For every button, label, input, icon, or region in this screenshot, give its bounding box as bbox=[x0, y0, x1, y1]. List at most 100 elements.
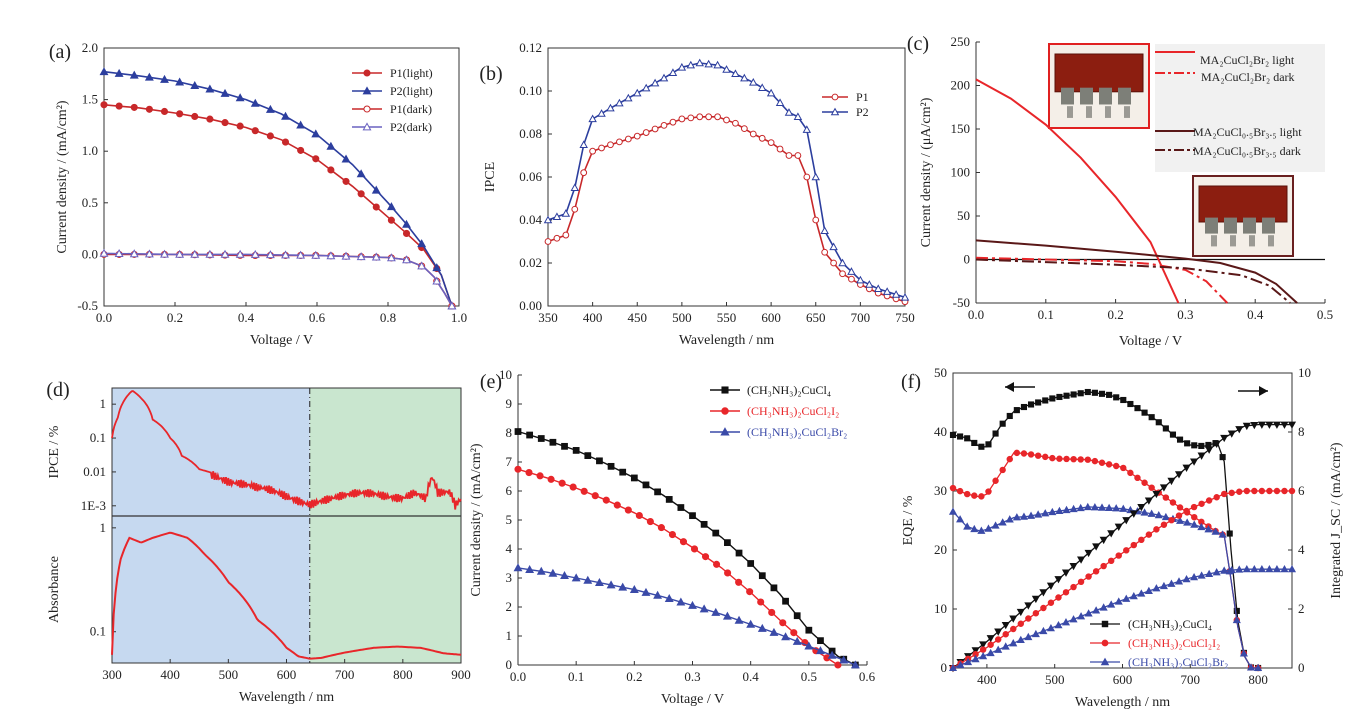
data-point bbox=[371, 252, 381, 261]
data-point bbox=[1280, 564, 1289, 573]
data-point bbox=[1122, 594, 1131, 602]
data-point bbox=[865, 280, 874, 288]
data-point bbox=[1198, 442, 1205, 450]
series-line bbox=[975, 256, 1229, 304]
data-point bbox=[1070, 583, 1077, 591]
data-point bbox=[1069, 504, 1078, 513]
data-point bbox=[548, 568, 558, 577]
data-point bbox=[948, 507, 958, 515]
data-point bbox=[417, 239, 427, 248]
data-point bbox=[882, 287, 892, 295]
series-4 bbox=[949, 487, 1296, 672]
data-point bbox=[1039, 589, 1048, 597]
series-line bbox=[517, 567, 856, 666]
data-point bbox=[1069, 563, 1078, 571]
legend-label: P2(light) bbox=[390, 84, 433, 98]
data-point bbox=[757, 623, 767, 632]
x-tick-label: 600 bbox=[761, 310, 781, 325]
data-point bbox=[99, 67, 109, 76]
data-point bbox=[1062, 589, 1070, 596]
x-axis-label: Wavelength / nm bbox=[679, 333, 774, 348]
photo-film bbox=[1054, 53, 1144, 93]
data-point bbox=[341, 154, 351, 163]
series-line bbox=[975, 239, 1298, 304]
series-line bbox=[111, 531, 462, 660]
data-point bbox=[1145, 531, 1153, 538]
y-tick-label: 0.5 bbox=[82, 195, 98, 210]
data-point bbox=[417, 261, 427, 270]
y-tick-label: 0.1 bbox=[90, 624, 106, 639]
x-tick-label: 400 bbox=[583, 310, 603, 325]
data-point bbox=[558, 479, 566, 487]
y-tick-label: -0.5 bbox=[77, 298, 98, 313]
y-tick-label: 7 bbox=[506, 454, 513, 469]
data-point bbox=[579, 140, 588, 148]
data-point bbox=[657, 524, 665, 532]
y-tick-label: 6 bbox=[506, 483, 513, 498]
y-tick-label: 10 bbox=[499, 367, 512, 382]
data-point bbox=[1243, 487, 1251, 495]
data-point bbox=[235, 249, 245, 258]
x-tick-label: 0.4 bbox=[238, 310, 255, 325]
data-point bbox=[641, 83, 651, 92]
data-point bbox=[724, 539, 731, 546]
data-point bbox=[1184, 440, 1191, 447]
panel-label-f: (f) bbox=[901, 371, 921, 393]
data-point bbox=[1024, 632, 1033, 641]
data-point bbox=[820, 226, 829, 234]
y-tick-label: 9 bbox=[506, 396, 513, 411]
data-point bbox=[326, 141, 336, 150]
data-point bbox=[1147, 509, 1156, 517]
data-point bbox=[963, 522, 972, 530]
y-tick-label: 0.0 bbox=[82, 246, 98, 261]
data-point bbox=[847, 267, 856, 275]
legend-marker bbox=[831, 93, 839, 101]
y-axis-label: EQE / % bbox=[901, 495, 916, 545]
data-point bbox=[839, 270, 846, 278]
data-point bbox=[432, 263, 442, 272]
data-point bbox=[1061, 618, 1071, 626]
x-tick-label: 650 bbox=[806, 310, 826, 325]
data-point bbox=[679, 538, 688, 546]
data-point bbox=[251, 127, 259, 135]
data-point bbox=[606, 580, 616, 589]
legend-marker bbox=[721, 407, 729, 415]
data-point bbox=[1055, 594, 1062, 601]
data-point bbox=[1205, 497, 1213, 504]
data-point bbox=[984, 524, 993, 532]
legend-marker bbox=[362, 86, 372, 95]
data-point bbox=[613, 501, 621, 509]
x-tick-label: 500 bbox=[1045, 672, 1065, 687]
x-axis-label: Wavelength / nm bbox=[239, 690, 334, 705]
data-point bbox=[1130, 541, 1138, 549]
data-point bbox=[562, 231, 570, 239]
x-tick-label: 700 bbox=[335, 667, 355, 682]
data-point bbox=[722, 611, 732, 620]
legend-marker bbox=[1100, 657, 1110, 666]
data-point bbox=[1197, 522, 1206, 531]
data-point bbox=[724, 569, 732, 577]
data-point bbox=[1006, 412, 1013, 420]
data-point bbox=[1220, 490, 1228, 498]
data-point bbox=[1020, 450, 1028, 457]
data-point bbox=[549, 438, 557, 446]
series-2 bbox=[513, 563, 860, 669]
data-point bbox=[654, 488, 661, 496]
data-point bbox=[838, 258, 847, 267]
y-tick-label: 0.08 bbox=[519, 126, 542, 141]
data-point bbox=[1182, 464, 1191, 472]
data-point bbox=[992, 477, 999, 484]
data-point bbox=[1034, 452, 1042, 459]
data-point bbox=[971, 647, 980, 655]
data-point bbox=[1019, 512, 1028, 520]
data-point bbox=[1152, 584, 1161, 592]
data-point bbox=[1190, 520, 1199, 528]
y-tick-label: 0.00 bbox=[519, 298, 542, 313]
data-point bbox=[740, 125, 748, 133]
photo-pin bbox=[1067, 106, 1073, 118]
data-point bbox=[1076, 503, 1085, 512]
data-point bbox=[1205, 569, 1214, 577]
data-point bbox=[665, 496, 673, 503]
data-point bbox=[985, 488, 992, 495]
data-point bbox=[1062, 505, 1071, 514]
